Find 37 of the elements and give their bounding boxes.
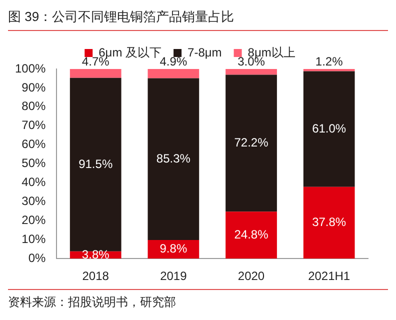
x-tick-label: 2021H1 — [308, 269, 350, 284]
y-tick-label: 0% — [28, 250, 46, 265]
data-label: 3.8% — [82, 247, 110, 262]
data-label: 9.8% — [160, 242, 188, 256]
y-tick-label: 70% — [22, 118, 46, 132]
y-tick-label: 20% — [22, 212, 46, 227]
bar — [226, 212, 277, 259]
data-label: 1.2% — [315, 54, 344, 68]
y-tick-label: 40% — [22, 175, 46, 190]
x-tick-label: 2020 — [238, 269, 265, 284]
data-label: 37.8% — [312, 215, 346, 230]
bar — [303, 186, 355, 259]
x-tick-label: 2019 — [160, 269, 188, 284]
y-tick-label: 30% — [22, 194, 46, 208]
x-tick-label: 2018 — [82, 269, 110, 284]
chart-title: 图 39：公司不同锂电铜箔产品销量占比 — [8, 8, 388, 31]
data-label: 4.9% — [160, 54, 188, 68]
bar — [148, 69, 200, 78]
y-tick-label: 60% — [22, 137, 46, 152]
text: 资料来源：招股说明书，研究部 — [8, 289, 388, 311]
data-label: 85.3% — [156, 151, 191, 166]
bar — [70, 69, 122, 78]
y-tick-label: 10% — [22, 232, 46, 246]
bar — [226, 74, 277, 212]
y-tick-label: 90% — [22, 80, 46, 94]
data-label: 91.5% — [78, 156, 113, 171]
data-label: 72.2% — [234, 135, 269, 150]
y-tick-label: 100% — [14, 61, 46, 76]
bar — [148, 78, 200, 240]
bar — [226, 69, 277, 75]
data-label: 61.0% — [312, 121, 346, 136]
bar — [303, 71, 355, 187]
bar — [70, 78, 122, 252]
y-tick-label: 80% — [22, 99, 46, 114]
legend-label: 7-8μm — [188, 45, 222, 60]
data-label: 24.8% — [234, 227, 269, 242]
y-tick-label: 50% — [22, 156, 46, 170]
